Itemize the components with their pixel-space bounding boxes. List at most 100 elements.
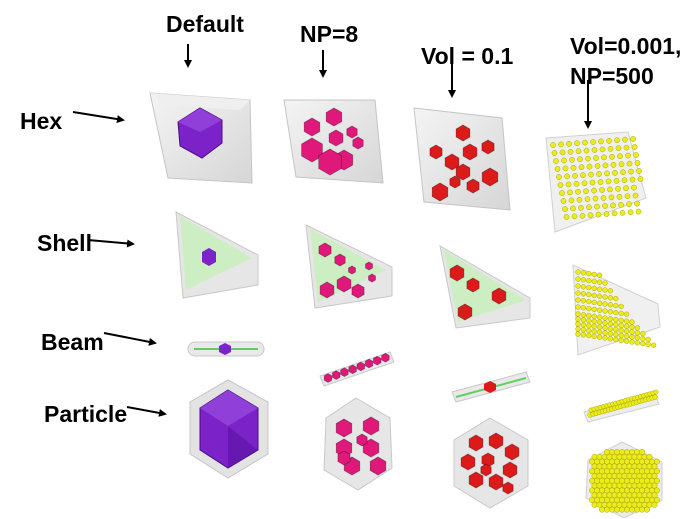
hex-vol01-model <box>413 107 511 211</box>
pink-particle <box>319 281 335 299</box>
yellow-particle <box>575 331 581 337</box>
beam-default-model <box>187 341 265 357</box>
yellow-particle <box>591 285 597 292</box>
red-particle <box>444 153 460 171</box>
yellow-particle <box>603 211 610 217</box>
yellow-particle <box>623 311 630 317</box>
yellow-particle <box>614 506 620 513</box>
yellow-particle <box>613 302 619 309</box>
yellow-particle <box>633 152 639 158</box>
yellow-particle <box>575 326 581 332</box>
yellow-particle <box>604 506 610 513</box>
yellow-particle <box>625 152 631 159</box>
yellow-particle <box>611 453 618 460</box>
yellow-particle <box>596 279 603 285</box>
shell-np8-model <box>305 224 393 309</box>
yellow-particle <box>607 288 614 294</box>
yellow-particle <box>597 179 604 185</box>
yellow-particle <box>607 145 614 152</box>
yellow-particle <box>640 335 646 342</box>
pink-particle <box>348 265 356 275</box>
yellow-particle <box>619 449 625 455</box>
yellow-particle <box>594 487 600 494</box>
yellow-particle <box>602 325 608 331</box>
yellow-particle <box>623 323 630 329</box>
pink-particle <box>335 438 353 458</box>
yellow-particle <box>616 482 623 489</box>
yellow-particle <box>601 473 608 479</box>
yellow-particle <box>618 327 624 334</box>
red-particle <box>468 471 484 489</box>
yellow-particle <box>606 137 612 144</box>
yellow-particle <box>570 164 577 171</box>
yellow-particle <box>596 463 603 470</box>
yellow-particle <box>602 294 608 300</box>
yellow-particle <box>613 295 619 302</box>
yellow-particle <box>578 204 584 211</box>
yellow-particle <box>634 335 641 341</box>
yellow-particle <box>639 468 645 475</box>
yellow-particle <box>602 287 608 293</box>
yellow-particle <box>644 506 650 513</box>
yellow-particle <box>607 331 614 337</box>
yellow-particle <box>608 194 615 201</box>
yellow-particle <box>599 477 605 484</box>
yellow-particle <box>631 144 638 150</box>
yellow-particle <box>619 458 625 465</box>
yellow-particle <box>591 463 598 470</box>
yellow-particle <box>623 333 630 339</box>
yellow-particle <box>560 198 567 204</box>
yellow-particle <box>624 477 630 484</box>
yellow-particle <box>607 321 614 327</box>
yellow-particle <box>586 277 592 284</box>
yellow-particle <box>624 449 630 455</box>
yellow-particle <box>586 312 592 319</box>
red-particle <box>457 303 473 321</box>
yellow-particle <box>571 213 578 220</box>
yellow-particle <box>613 336 619 343</box>
yellow-particle <box>620 169 626 176</box>
yellow-particle <box>650 342 657 348</box>
annotation-arrows <box>72 44 592 417</box>
yellow-particle <box>614 497 620 503</box>
yellow-particle <box>639 487 645 494</box>
beam-np8-model <box>319 351 395 387</box>
yellow-particle <box>629 329 635 335</box>
column-label-np8: NP=8 <box>300 21 359 47</box>
yellow-particle <box>646 473 653 479</box>
yellow-particle <box>613 321 619 328</box>
yellow-particle <box>596 453 603 460</box>
yellow-particle <box>607 309 614 315</box>
yellow-particle <box>577 156 583 163</box>
particle-np8-model <box>323 397 393 491</box>
yellow-particle <box>615 185 621 192</box>
yellow-particle <box>600 195 607 201</box>
yellow-particle <box>575 290 581 296</box>
yellow-particle <box>583 188 589 195</box>
yellow-particle <box>639 449 645 455</box>
yellow-particle <box>599 187 605 193</box>
yellow-particle <box>634 449 640 455</box>
row-label-particle: Particle <box>44 401 128 427</box>
pink-particle <box>336 275 352 293</box>
pink-particle <box>323 373 333 383</box>
yellow-particle <box>606 473 613 479</box>
yellow-particle <box>645 341 651 348</box>
yellow-particle <box>599 458 605 465</box>
yellow-particle <box>626 482 633 489</box>
yellow-particle <box>583 147 590 154</box>
yellow-particle <box>644 497 650 503</box>
yellow-particle <box>604 458 610 465</box>
yellow-particle <box>586 305 592 312</box>
yellow-particle <box>641 492 648 499</box>
yellow-particle <box>649 468 655 475</box>
yellow-particle <box>645 336 651 343</box>
yellow-particle <box>619 497 625 503</box>
pink-particle <box>346 125 358 139</box>
yellow-particle <box>591 453 598 460</box>
yellow-particle <box>607 326 614 332</box>
yellow-particle <box>634 200 640 207</box>
yellow-particle <box>621 177 628 184</box>
red-particle <box>488 432 504 450</box>
yellow-particle <box>629 449 635 455</box>
